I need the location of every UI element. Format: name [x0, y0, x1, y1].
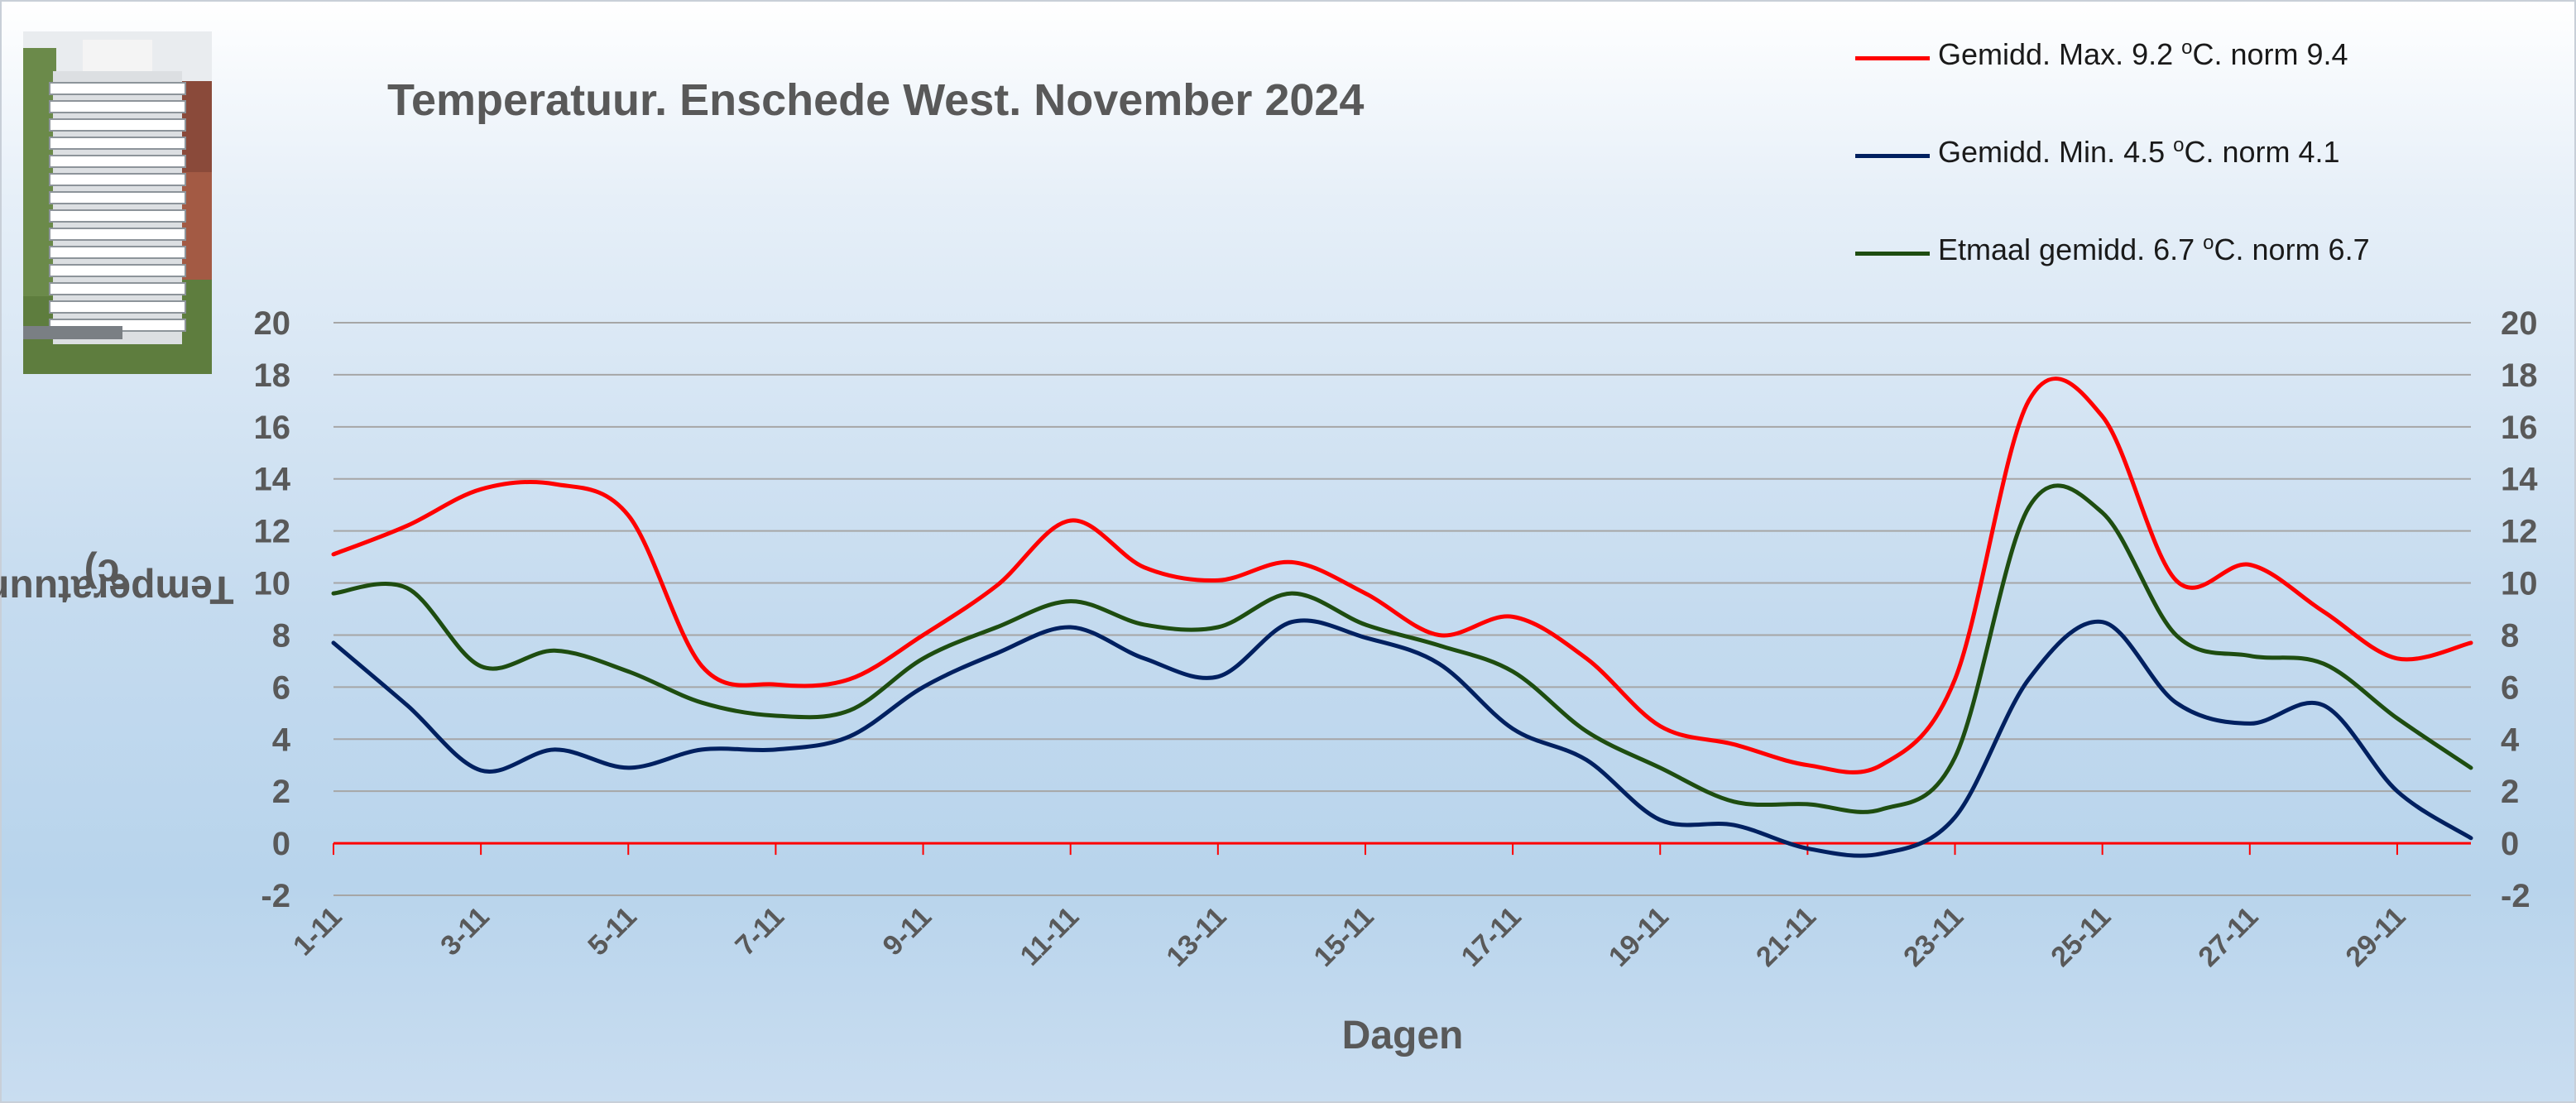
- legend-label-mean: Etmaal gemidd. 6.7 oC. norm 6.7: [1938, 232, 2370, 266]
- y-tick-label-right: 8: [2501, 617, 2519, 654]
- y-tick-label-left: 6: [272, 669, 290, 706]
- series-line-min: [331, 618, 2473, 858]
- x-tick-label: 21-11: [1750, 901, 1822, 973]
- legend-swatch-mean: [1855, 252, 1930, 256]
- y-tick-label-right: 10: [2501, 566, 2538, 602]
- x-tick-label: 9-11: [877, 901, 938, 962]
- y-tick-label-right: 14: [2501, 462, 2538, 498]
- y-tick-label-left: 20: [254, 305, 291, 342]
- y-tick-label-left: 10: [254, 566, 291, 602]
- legend-item-mean: Etmaal gemidd. 6.7 oC. norm 6.7: [1855, 228, 2550, 278]
- y-tick-label-left: 16: [254, 410, 291, 446]
- x-tick-label: 11-11: [1015, 901, 1086, 972]
- y-tick-label-right: 6: [2501, 669, 2519, 706]
- x-tick-label: 3-11: [434, 901, 496, 962]
- y-tick-label-right: -2: [2501, 878, 2530, 914]
- legend-swatch-min: [1855, 154, 1930, 158]
- y-tick-label-left: 14: [254, 462, 291, 498]
- y-tick-label-right: 0: [2501, 826, 2519, 862]
- x-tick-label: 23-11: [1897, 901, 1969, 973]
- y-tick-label-right: 4: [2501, 722, 2520, 758]
- legend-item-max: Gemidd. Max. 9.2 oC. norm 9.4: [1855, 33, 2550, 83]
- x-tick-label: 27-11: [2192, 901, 2264, 973]
- series-line-mean: [331, 483, 2473, 814]
- legend-label-min: Gemidd. Min. 4.5 oC. norm 4.1: [1938, 134, 2340, 169]
- x-tick-label: 5-11: [582, 901, 643, 962]
- x-axis-label: Dagen: [1341, 1014, 1464, 1057]
- legend-item-min: Gemidd. Min. 4.5 oC. norm 4.1: [1855, 131, 2550, 180]
- x-tick-label: 1-11: [287, 901, 348, 962]
- y-tick-label-left: -2: [261, 878, 290, 914]
- x-tick-label: 19-11: [1603, 901, 1675, 973]
- x-tick-label: 13-11: [1160, 901, 1232, 973]
- x-tick-label: 17-11: [1456, 901, 1528, 973]
- chart-title: Temperatuur. Enschede West. November 202…: [387, 75, 1365, 125]
- legend-label-max: Gemidd. Max. 9.2 oC. norm 9.4: [1938, 36, 2348, 71]
- x-tick-label: 7-11: [729, 901, 790, 962]
- legend-swatch-max: [1855, 56, 1930, 60]
- y-tick-label-left: 0: [272, 826, 290, 862]
- x-tick-label: 29-11: [2340, 901, 2412, 973]
- y-tick-label-left: 2: [272, 774, 290, 810]
- y-tick-label-right: 18: [2501, 357, 2538, 394]
- y-tick-label-left: 12: [254, 514, 291, 550]
- x-tick-label: 25-11: [2045, 901, 2117, 973]
- series-line-max: [331, 376, 2473, 774]
- weather-station-photo: [23, 31, 212, 374]
- y-tick-label-right: 12: [2501, 514, 2538, 550]
- y-tick-label-right: 20: [2501, 305, 2538, 342]
- y-tick-label-right: 16: [2501, 410, 2538, 446]
- y-tick-label-left: 4: [272, 722, 291, 758]
- y-tick-label-left: 8: [272, 617, 290, 654]
- x-tick-label: 15-11: [1308, 901, 1380, 973]
- y-tick-label-right: 2: [2501, 774, 2519, 810]
- y-tick-label-left: 18: [254, 357, 291, 394]
